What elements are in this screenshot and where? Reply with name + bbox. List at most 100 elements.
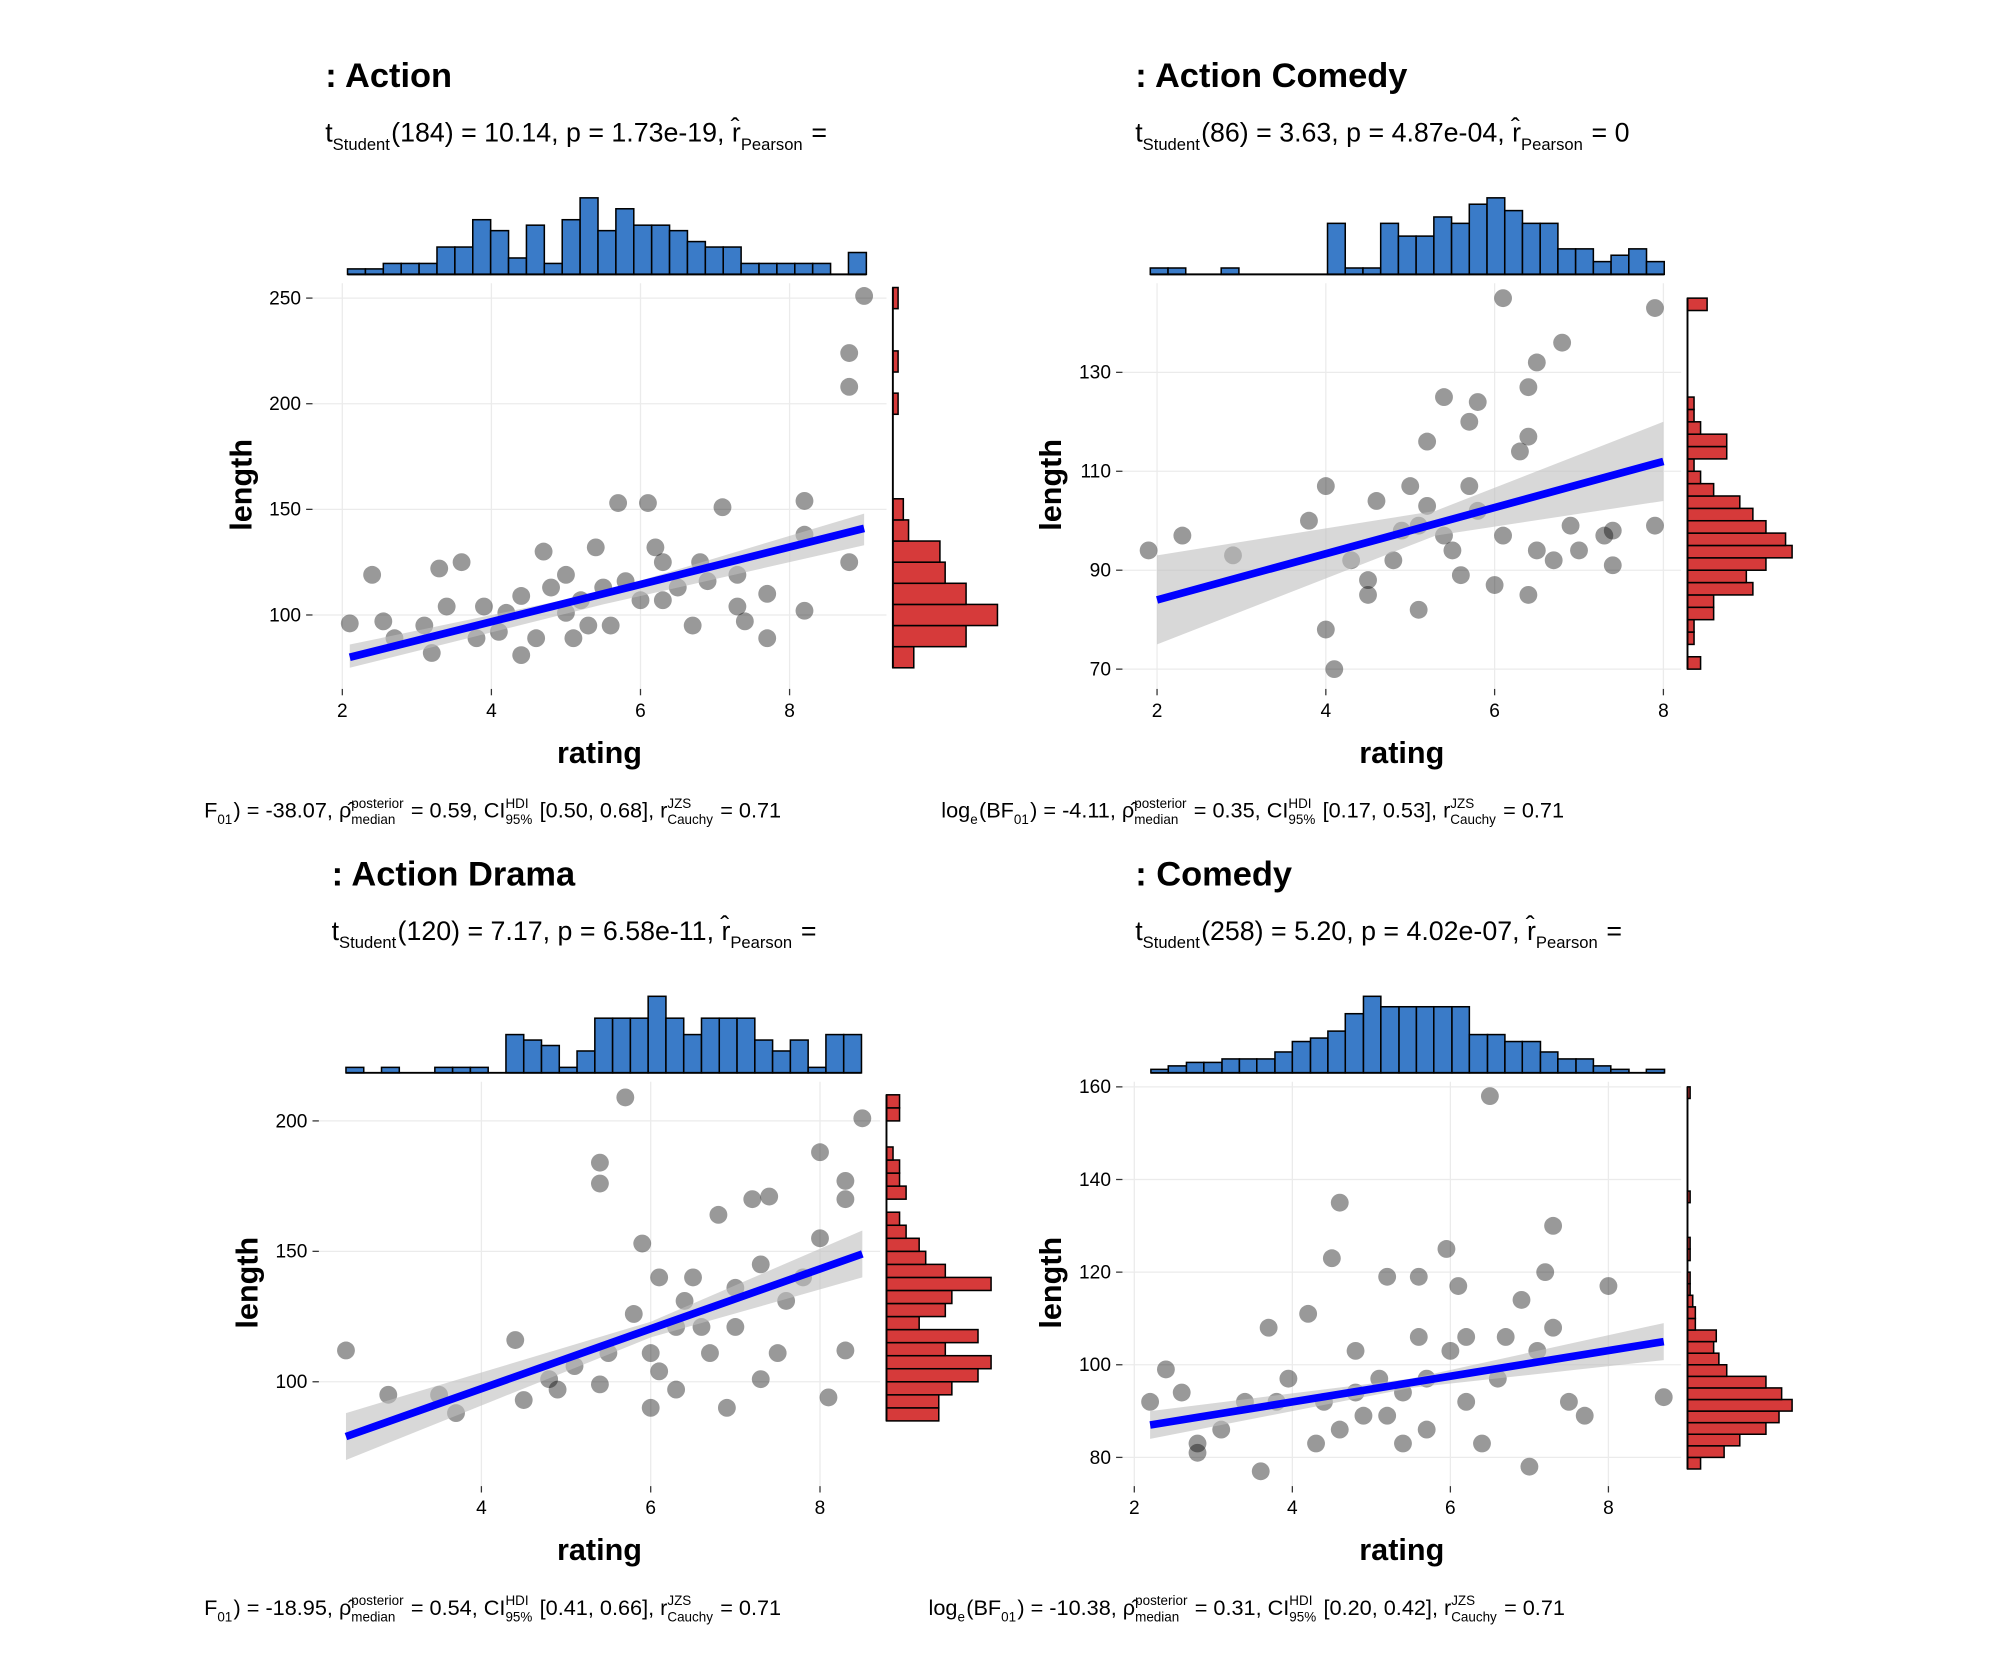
right-histogram-bar (1686, 656, 1702, 670)
panel-caption: ) = -38.07, ρ̂ (234, 798, 356, 823)
y-tick-label: 90 (1090, 561, 1111, 582)
y-axis-label: length (1034, 439, 1068, 531)
point (1316, 477, 1335, 496)
x-tick-label: 6 (1445, 1498, 1456, 1519)
point (1299, 1304, 1318, 1323)
point (1457, 1328, 1476, 1346)
x-axis-label: rating (1359, 1533, 1444, 1567)
point (548, 1380, 567, 1399)
point (1325, 660, 1344, 679)
right-histogram-bar (892, 519, 910, 542)
top-histogram-bar (811, 262, 832, 276)
panel-caption-sup: posterior (351, 796, 404, 811)
right-histogram-bar (1686, 519, 1767, 534)
point (1354, 1406, 1373, 1425)
point (1595, 526, 1614, 545)
point (683, 616, 702, 635)
point (1460, 477, 1479, 496)
panel-caption-sub: median (351, 812, 395, 827)
panel-caption: log (941, 798, 970, 823)
point (1603, 521, 1622, 540)
panel-caption: [0.20, 0.42], r (1317, 1595, 1451, 1620)
top-histogram-bar (1309, 1037, 1329, 1074)
top-histogram-bar (436, 246, 456, 276)
top-histogram-bar (1256, 1058, 1276, 1074)
point (751, 1370, 770, 1389)
right-histogram-bar (885, 1211, 901, 1227)
point (1519, 427, 1538, 446)
point (609, 494, 628, 512)
panel-caption: F (204, 798, 217, 823)
point (1561, 516, 1580, 535)
point (557, 565, 575, 584)
panel-subtitle-sub: Pearson (730, 933, 792, 952)
right-histogram-bar (885, 1172, 901, 1187)
panel-caption: = 0.71 (1497, 798, 1564, 823)
top-histogram-bar (1574, 248, 1595, 276)
top-histogram-bar (1504, 1040, 1524, 1074)
right-histogram-bar (1686, 470, 1702, 485)
panel-caption-sup: JZS (667, 1593, 691, 1608)
right-histogram-bar (1686, 421, 1702, 435)
panel-caption: ) = -4.11, ρ̂ (1030, 798, 1138, 823)
panel-caption-sup: posterior (1134, 796, 1187, 811)
point (1346, 1341, 1365, 1360)
point (760, 1187, 779, 1206)
panel-caption-sub: Cauchy (667, 1609, 713, 1624)
right-histogram-bar (885, 1224, 907, 1240)
x-tick-label: 2 (1129, 1498, 1140, 1519)
right-histogram-bar (1686, 1421, 1767, 1436)
panel-caption: = 0.35, CI (1188, 798, 1289, 823)
point (1603, 556, 1622, 575)
x-tick-label: 2 (1152, 701, 1163, 722)
top-histogram-bar (1450, 222, 1471, 276)
right-histogram-bar (1686, 1445, 1725, 1459)
panel-subtitle: = (1599, 916, 1622, 946)
y-axis-label: length (231, 1237, 265, 1329)
x-tick-label: 4 (486, 701, 497, 722)
point (590, 1375, 609, 1394)
point (811, 1229, 829, 1248)
right-histogram-bar (1686, 1352, 1720, 1366)
panel-subtitle: t (1135, 118, 1143, 148)
top-histogram-bar (847, 251, 868, 276)
point (1359, 571, 1377, 590)
point (616, 1088, 635, 1107)
right-histogram-bar (1686, 618, 1695, 633)
y-tick-label: 100 (275, 1372, 307, 1393)
point (1173, 526, 1192, 545)
panel-caption-sup: HDI (505, 1593, 528, 1608)
point (1519, 586, 1538, 604)
point (1485, 576, 1504, 594)
point (1307, 1434, 1325, 1453)
top-histogram-bar (1539, 1051, 1559, 1074)
panel-caption-sub: e (970, 812, 977, 827)
right-histogram-bar (885, 1367, 979, 1383)
right-histogram-bar (1686, 557, 1767, 571)
point (590, 1153, 609, 1172)
point (586, 538, 605, 557)
point (840, 344, 859, 362)
right-histogram-bar (885, 1237, 920, 1253)
top-histogram-bar (1468, 1033, 1489, 1074)
point (1544, 1216, 1563, 1235)
top-histogram-bar (1521, 1040, 1542, 1074)
right-histogram-bar (1686, 408, 1695, 423)
point (1457, 1392, 1476, 1411)
right-histogram-bar (885, 1407, 940, 1422)
right-histogram-bar (885, 1263, 947, 1279)
top-histogram-bar (1380, 1005, 1400, 1074)
top-histogram-bar (400, 262, 420, 276)
y-axis-label: length (1034, 1237, 1068, 1329)
point (1279, 1369, 1298, 1388)
panel-caption: = 0.54, CI (405, 1595, 506, 1620)
right-histogram-bar (885, 1315, 920, 1331)
point (363, 565, 382, 584)
right-histogram-bar (1686, 1317, 1697, 1331)
right-histogram-bar (892, 540, 941, 563)
point (1251, 1462, 1270, 1481)
point (512, 587, 531, 605)
point (840, 377, 859, 396)
panel-subtitle: = 0 (1584, 118, 1629, 148)
